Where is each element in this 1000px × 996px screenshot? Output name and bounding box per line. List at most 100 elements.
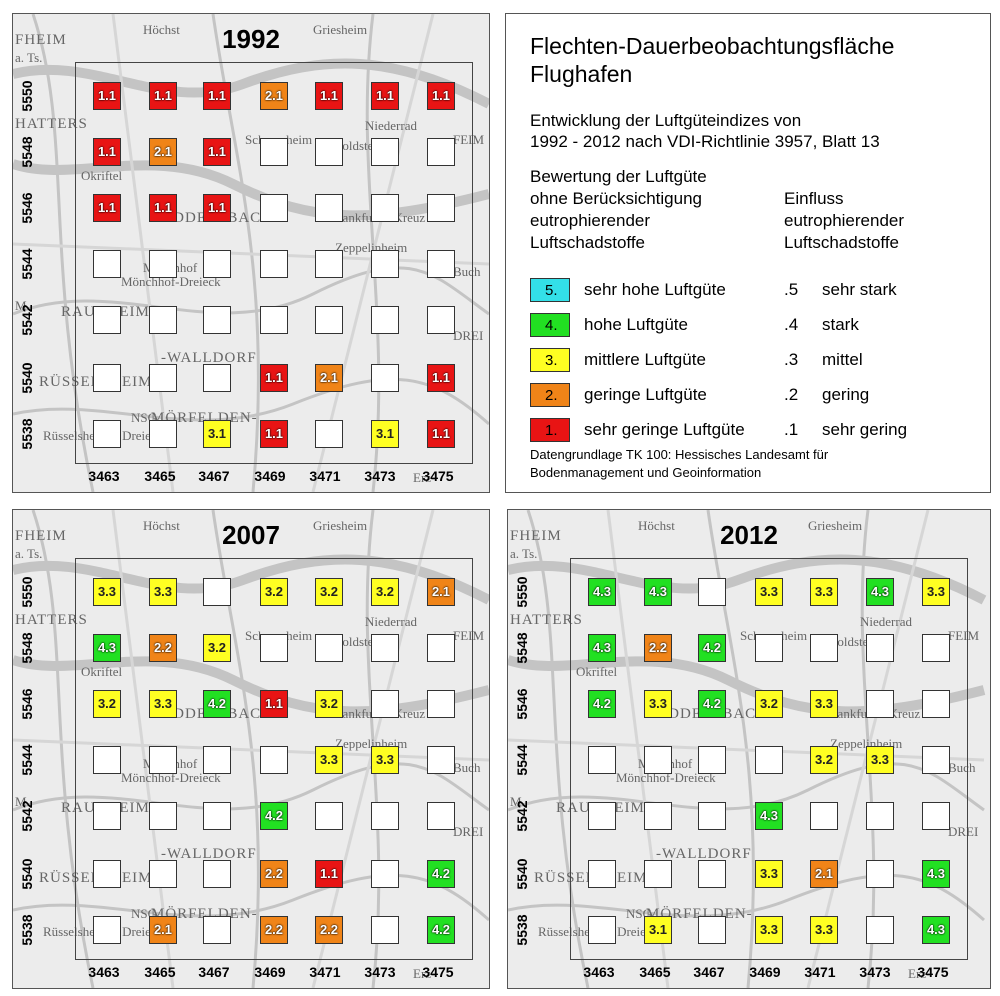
y-axis-label: 5544 [514,744,530,776]
monitoring-cell-4-3: 4.3 [922,860,950,888]
place-name: FEIM [948,628,980,643]
monitoring-cell-empty [698,860,726,888]
monitoring-cell-empty [93,364,121,392]
monitoring-cell-4-2: 4.2 [203,690,231,718]
monitoring-cell-2-2: 2.2 [260,860,288,888]
y-axis-label: 5542 [19,800,35,832]
monitoring-cell-4-3: 4.3 [588,634,616,662]
monitoring-cell-empty [866,860,894,888]
monitoring-cell-1-1: 1.1 [203,138,231,166]
monitoring-cell-empty [203,250,231,278]
x-axis-label: 3471 [309,964,341,980]
road-line [526,510,590,988]
monitoring-cell-empty [371,306,399,334]
monitoring-cell-empty [427,138,455,166]
x-axis-label: 3465 [144,468,176,484]
monitoring-cell-empty [260,746,288,774]
monitoring-cell-3-3: 3.3 [810,578,838,606]
place-name: Höchst [143,22,180,37]
monitoring-cell-empty [371,634,399,662]
monitoring-cell-empty [866,916,894,944]
place-name: a. Ts. [15,50,43,65]
monitoring-cell-empty [203,364,231,392]
y-axis-label: 5544 [19,248,35,280]
place-name: Mönchhof-Dreieck [121,770,221,785]
legend-label: hohe Luftgüte [584,315,688,334]
monitoring-cell-empty [922,634,950,662]
monitoring-cell-empty [260,250,288,278]
monitoring-cell-empty [315,634,343,662]
legend-source: Datengrundlage TK 100: Hessisches Landes… [530,446,828,482]
legend-influence: gering [822,385,870,404]
road-line [13,242,489,266]
monitoring-cell-empty [315,194,343,222]
monitoring-cell-empty [93,250,121,278]
monitoring-cell-empty [866,634,894,662]
monitoring-cell-empty [149,306,177,334]
monitoring-cell-3-2: 3.2 [755,690,783,718]
x-axis-label: 3473 [364,964,396,980]
monitoring-cell-empty [698,802,726,830]
monitoring-cell-4-3: 4.3 [866,578,894,606]
monitoring-cell-2-1: 2.1 [260,82,288,110]
monitoring-cell-empty [371,860,399,888]
monitoring-cell-3-3: 3.3 [810,690,838,718]
monitoring-cell-3-3: 3.3 [371,746,399,774]
monitoring-cell-1-1: 1.1 [427,82,455,110]
monitoring-cell-empty [315,138,343,166]
legend-title-line1: Flechten-Dauerbeobachtungsfläche [530,33,895,59]
monitoring-cell-empty [427,250,455,278]
legend-panel: Flechten-Dauerbeobachtungsfläche Flughaf… [505,13,991,493]
y-axis-label: 5550 [19,576,35,608]
monitoring-cell-empty [203,860,231,888]
place-name: DREI [453,824,484,839]
monitoring-cell-3-3: 3.3 [93,578,121,606]
monitoring-cell-empty [371,364,399,392]
y-axis-label: 5544 [19,744,35,776]
x-axis-label: 3465 [144,964,176,980]
legend-subtitle: Entwicklung der Luftgüteindizes von 1992… [530,110,880,152]
monitoring-cell-1-1: 1.1 [149,82,177,110]
monitoring-cell-empty [315,802,343,830]
legend-code: .3 [784,350,799,369]
legend-swatch: 5. [530,278,570,302]
monitoring-cell-4-3: 4.3 [93,634,121,662]
monitoring-cell-empty [203,306,231,334]
place-name: Okriftel [81,664,123,679]
place-name: Höchst [143,518,180,533]
monitoring-cell-1-1: 1.1 [203,82,231,110]
monitoring-cell-1-1: 1.1 [260,690,288,718]
monitoring-cell-empty [260,634,288,662]
place-name: a. Ts. [15,546,43,561]
monitoring-cell-empty [427,802,455,830]
legend-quality-heading-line2: ohne Berücksichtigung [530,189,703,208]
monitoring-cell-2-2: 2.2 [315,916,343,944]
monitoring-cell-3-1: 3.1 [203,420,231,448]
y-axis-label: 5538 [19,914,35,946]
legend-code: .5 [784,280,799,299]
map-year-title: 2012 [720,520,778,550]
monitoring-cell-empty [427,306,455,334]
x-axis-label: 3471 [804,964,836,980]
x-axis-label: 3469 [254,964,286,980]
legend-source-line2: Bodenmanagement und Geoinformation [530,465,762,480]
legend-code: .1 [784,420,799,439]
place-name: Niederrad [365,614,417,629]
monitoring-cell-empty [149,420,177,448]
legend-swatch: 3. [530,348,570,372]
monitoring-cell-3-1: 3.1 [644,916,672,944]
y-axis-label: 5546 [19,192,35,224]
y-axis-label: 5550 [19,80,35,112]
monitoring-cell-1-1: 1.1 [260,420,288,448]
road-line [13,738,489,762]
monitoring-cell-empty [644,746,672,774]
monitoring-cell-empty [371,690,399,718]
road-line [508,762,985,812]
place-name: HATTERS [15,116,88,132]
monitoring-cell-1-1: 1.1 [203,194,231,222]
y-axis-label: 5548 [19,136,35,168]
place-name: M. [15,298,30,313]
legend-quality-heading-line4: Luftschadstoffe [530,233,645,252]
river-line [13,58,489,109]
